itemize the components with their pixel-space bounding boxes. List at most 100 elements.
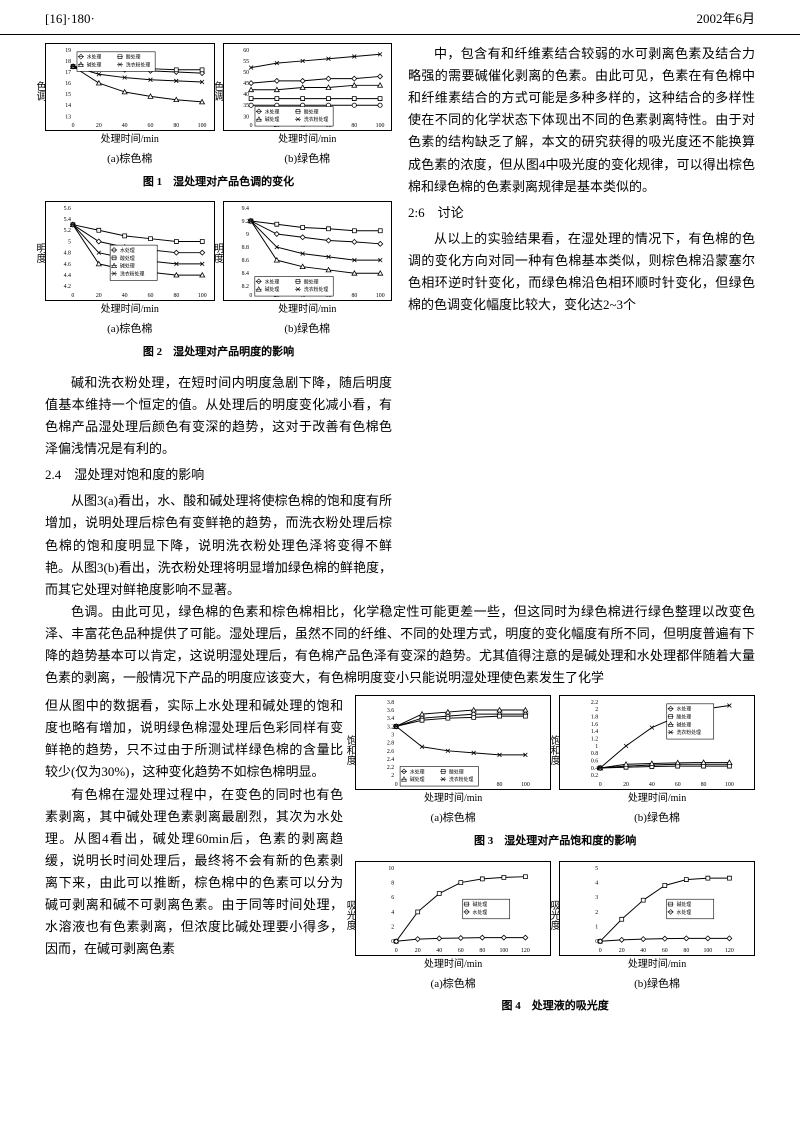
svg-text:5.6: 5.6: [64, 206, 71, 212]
svg-text:9: 9: [246, 232, 249, 238]
right-charts-col: 饱和度 22.22.42.62.833.23.43.63.80204060801…: [343, 695, 755, 1026]
svg-text:0: 0: [72, 123, 75, 129]
svg-text:0: 0: [71, 294, 74, 300]
svg-text:洗衣粉处理: 洗衣粉处理: [126, 62, 150, 69]
svg-text:20: 20: [623, 782, 629, 788]
svg-text:5: 5: [68, 240, 71, 246]
svg-text:酸处理: 酸处理: [449, 768, 464, 775]
svg-text:0.8: 0.8: [591, 751, 598, 757]
svg-text:水处理: 水处理: [120, 247, 135, 254]
fig1b-sublabel: (b)绿色棉: [223, 150, 393, 169]
svg-text:酸处理: 酸处理: [303, 279, 318, 286]
svg-text:60: 60: [675, 782, 681, 788]
svg-text:120: 120: [725, 948, 734, 954]
svg-text:酸处理: 酸处理: [120, 255, 135, 262]
svg-text:4.8: 4.8: [64, 251, 71, 257]
para-2b: 但从图中的数据看，实际上水处理和碱处理的饱和度也略有增加，说明绿色棉湿处理后色彩…: [45, 695, 343, 783]
fig1-pair: 色调 13141516171819020406080100水处理酸处理碱处理洗衣…: [45, 43, 392, 169]
fig1-caption: 图 1 湿处理对产品色调的变化: [45, 173, 392, 192]
svg-text:0.4: 0.4: [591, 766, 598, 772]
svg-text:5: 5: [595, 865, 598, 871]
svg-text:80: 80: [683, 948, 689, 954]
svg-text:40: 40: [122, 123, 128, 129]
fig3a-sublabel: (a)棕色棉: [355, 809, 551, 828]
para-r1: 中，包含有和纤维素结合较弱的水可剥离色素及结合力略强的需要碱催化剥离的色素。由此…: [408, 43, 755, 198]
svg-text:5.4: 5.4: [64, 218, 71, 224]
svg-text:55: 55: [243, 59, 249, 65]
svg-text:碱处理: 碱处理: [264, 287, 279, 294]
svg-text:15: 15: [65, 92, 71, 98]
svg-text:80: 80: [173, 294, 179, 300]
fig4a-chart: 0246810020406080100120碱处理水处理: [355, 861, 551, 956]
svg-text:0: 0: [395, 948, 398, 954]
svg-text:60: 60: [662, 948, 668, 954]
svg-text:20: 20: [96, 294, 102, 300]
fig3a-chart: 22.22.42.62.833.23.43.63.8020406080100水处…: [355, 695, 551, 790]
svg-text:13: 13: [65, 114, 71, 120]
svg-text:80: 80: [173, 123, 179, 129]
svg-text:2.2: 2.2: [591, 700, 598, 706]
svg-text:洗衣粉处理: 洗衣粉处理: [449, 776, 473, 783]
svg-text:100: 100: [704, 948, 713, 954]
svg-text:1.6: 1.6: [591, 722, 598, 728]
svg-text:40: 40: [640, 948, 646, 954]
fig4a-xlabel: 处理时间/min: [355, 956, 551, 973]
svg-text:0: 0: [249, 294, 252, 300]
svg-text:0: 0: [249, 123, 252, 129]
svg-text:3.8: 3.8: [387, 700, 394, 706]
fig2b-xlabel: 处理时间/min: [223, 301, 393, 318]
svg-text:酸处理: 酸处理: [303, 108, 318, 115]
para-2: 从图3(a)看出，水、酸和碱处理将使棕色棉的饱和度有所增加，说明处理后棕色有变鲜…: [45, 490, 392, 600]
right-column: 中，包含有和纤维素结合较弱的水可剥离色素及结合力略强的需要碱催化剥离的色素。由此…: [400, 43, 755, 601]
section-2-6: 2:6 讨论: [408, 202, 755, 224]
svg-text:80: 80: [701, 782, 707, 788]
svg-text:4.4: 4.4: [64, 274, 71, 280]
svg-text:20: 20: [415, 948, 421, 954]
fig3b-chart: 0.20.40.60.811.21.41.61.822.202040608010…: [559, 695, 755, 790]
svg-text:0: 0: [599, 782, 602, 788]
fig4-caption: 图 4 处理液的吸光度: [355, 997, 755, 1016]
svg-text:2.8: 2.8: [387, 741, 394, 747]
fig2-pair: 明度 4.24.44.64.855.25.45.6020406080100水处理…: [45, 201, 392, 339]
svg-text:水处理: 水处理: [264, 108, 279, 115]
fig1a-xlabel: 处理时间/min: [45, 131, 215, 148]
svg-text:120: 120: [521, 948, 530, 954]
svg-text:100: 100: [375, 123, 384, 129]
fig3b-xlabel: 处理时间/min: [559, 790, 755, 807]
svg-text:碱处理: 碱处理: [87, 62, 102, 69]
svg-text:洗衣粉处理: 洗衣粉处理: [303, 116, 327, 123]
para-1: 碱和洗衣粉处理，在短时间内明度急剧下降，随后明度值基本维持一个恒定的值。从处理后…: [45, 372, 392, 460]
svg-text:80: 80: [351, 294, 357, 300]
svg-text:酸处理: 酸处理: [677, 714, 692, 721]
fig3-pair: 饱和度 22.22.42.62.833.23.43.63.80204060801…: [355, 695, 755, 828]
svg-text:4: 4: [595, 880, 598, 886]
fig1a-sublabel: (a)棕色棉: [45, 150, 215, 169]
svg-text:2: 2: [595, 909, 598, 915]
svg-text:8.4: 8.4: [241, 272, 248, 278]
svg-text:18: 18: [65, 59, 71, 65]
svg-text:洗衣粉处理: 洗衣粉处理: [120, 271, 145, 278]
svg-text:35: 35: [243, 103, 249, 109]
svg-text:1.2: 1.2: [591, 737, 598, 743]
svg-text:1.8: 1.8: [591, 715, 598, 721]
svg-text:2.6: 2.6: [387, 749, 394, 755]
fig1b-chart: 30354045505560020406080100水处理酸处理碱处理洗衣粉处理: [223, 43, 393, 131]
svg-text:40: 40: [437, 948, 443, 954]
fig2-caption: 图 2 湿处理对产品明度的影响: [45, 343, 392, 362]
svg-text:100: 100: [198, 123, 207, 129]
svg-text:2: 2: [595, 707, 598, 713]
svg-text:9.4: 9.4: [241, 206, 248, 212]
svg-text:80: 80: [497, 782, 503, 788]
fig2a-chart: 4.24.44.64.855.25.45.6020406080100水处理酸处理…: [45, 201, 215, 301]
svg-text:水处理: 水处理: [87, 54, 102, 61]
svg-text:2: 2: [391, 773, 394, 779]
para-r3: 色调。由此可见，绿色棉的色素和棕色棉相比，化学稳定性可能更差一些，但这同时为绿色…: [45, 601, 755, 689]
fig4a-sublabel: (a)棕色棉: [355, 975, 551, 994]
svg-text:4: 4: [391, 909, 394, 915]
svg-text:3: 3: [391, 733, 394, 739]
fig2a-xlabel: 处理时间/min: [45, 301, 215, 318]
svg-text:碱处理: 碱处理: [120, 263, 135, 270]
svg-text:6: 6: [391, 895, 394, 901]
para-3: 有色棉在湿处理过程中，在变色的同时也有色素剥离，其中碱处理色素剥离最剧烈，其次为…: [45, 784, 343, 961]
svg-text:碱处理: 碱处理: [410, 776, 425, 783]
